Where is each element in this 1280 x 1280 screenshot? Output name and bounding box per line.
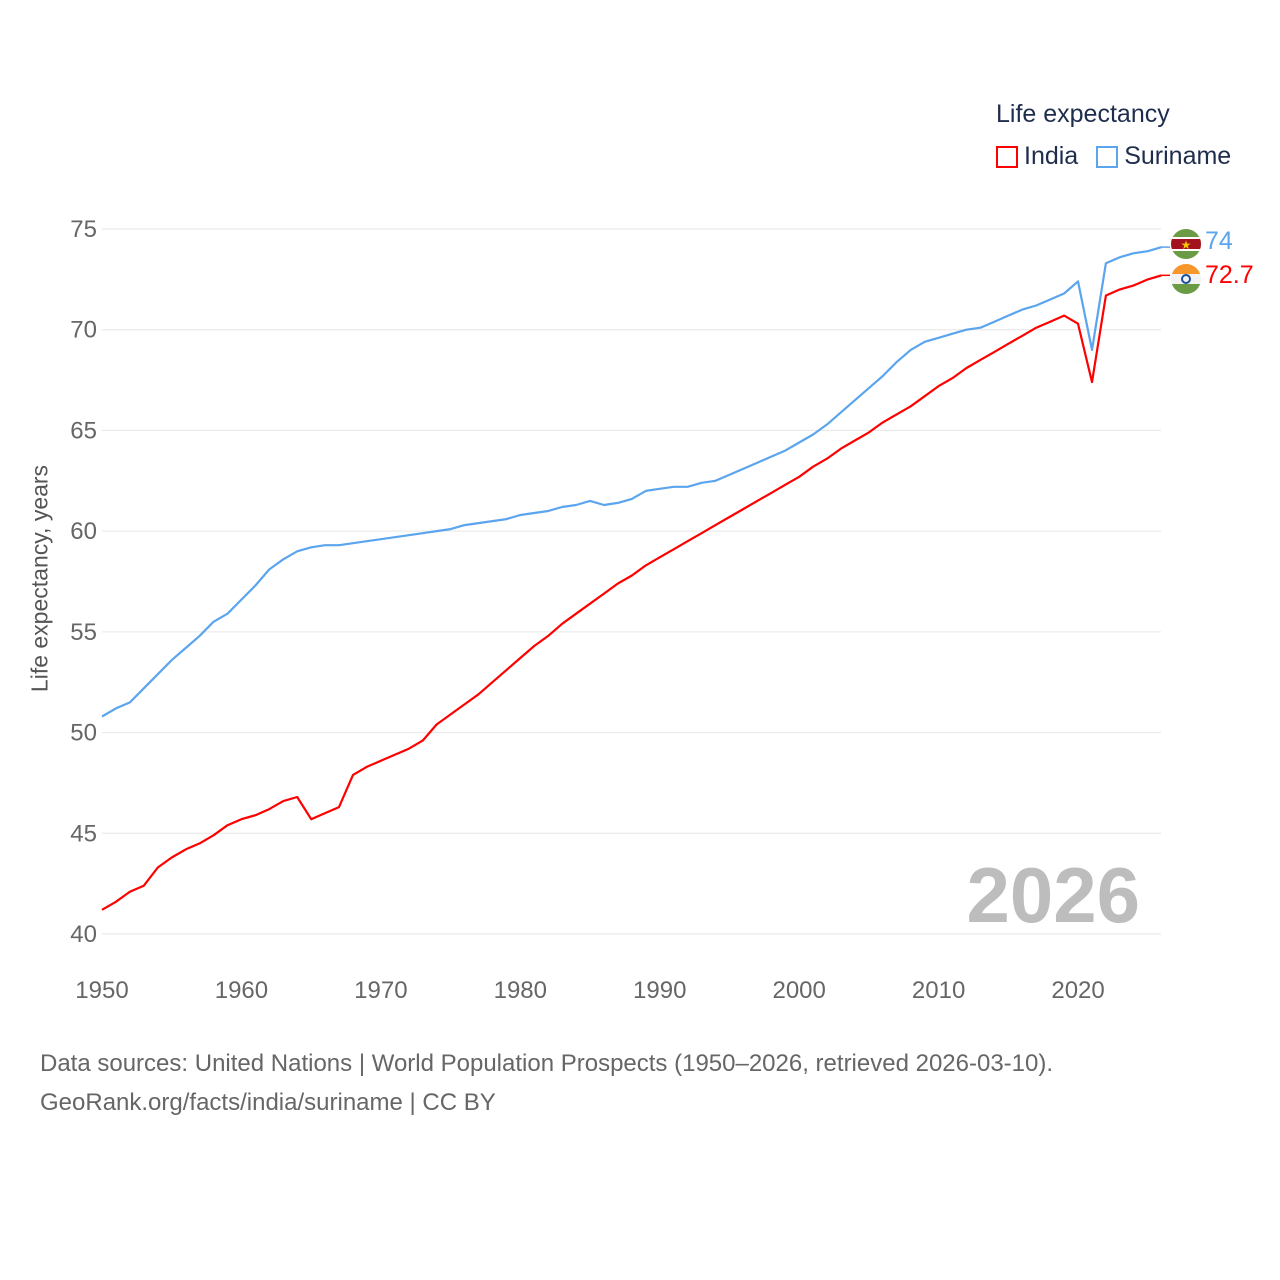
series-line-india bbox=[101, 274, 1163, 911]
legend-title: Life expectancy bbox=[996, 100, 1170, 128]
x-tick-label: 1970 bbox=[354, 977, 407, 1004]
legend: India Suriname bbox=[996, 142, 1231, 171]
x-tick-label: 1950 bbox=[75, 977, 128, 1004]
legend-label: India bbox=[1024, 142, 1079, 170]
end-label-suriname: 74 bbox=[1205, 227, 1233, 255]
legend-label: Suriname bbox=[1124, 142, 1232, 170]
suriname-flag-icon: ★ bbox=[1171, 229, 1201, 259]
svg-text:★: ★ bbox=[1181, 238, 1192, 252]
legend-swatch-india bbox=[996, 145, 1018, 168]
y-tick-label: 60 bbox=[70, 518, 97, 545]
legend-swatch-suriname bbox=[1096, 145, 1119, 168]
source-note: Data sources: United Nations | World Pop… bbox=[40, 1044, 1053, 1122]
y-tick-label: 55 bbox=[70, 619, 97, 646]
x-tick-label: 1980 bbox=[494, 977, 547, 1004]
source-line: Data sources: United Nations | World Pop… bbox=[40, 1050, 1054, 1077]
source-url[interactable]: GeoRank.org/facts/india/suriname | CC BY bbox=[40, 1089, 496, 1116]
x-tick-label: 1990 bbox=[633, 977, 686, 1004]
y-tick-label: 45 bbox=[70, 820, 97, 847]
x-tick-label: 2000 bbox=[772, 977, 825, 1004]
y-tick-label: 50 bbox=[70, 720, 97, 747]
y-tick-label: 75 bbox=[70, 216, 97, 243]
legend-item-india[interactable]: India bbox=[996, 142, 1078, 171]
series-line-suriname bbox=[101, 246, 1163, 718]
year-label: 2026 bbox=[966, 851, 1140, 939]
x-tick-label: 2010 bbox=[912, 977, 965, 1004]
y-tick-label: 65 bbox=[70, 417, 97, 444]
legend-item-suriname[interactable]: Suriname bbox=[1096, 142, 1231, 171]
y-tick-label: 70 bbox=[70, 317, 97, 344]
x-tick-label: 1960 bbox=[215, 977, 268, 1004]
x-tick-label: 2020 bbox=[1051, 977, 1104, 1004]
end-label-india: 72.7 bbox=[1205, 261, 1254, 289]
india-flag-icon bbox=[1171, 264, 1201, 294]
y-axis-label: Life expectancy, years bbox=[26, 464, 53, 693]
y-tick-label: 40 bbox=[70, 921, 97, 948]
